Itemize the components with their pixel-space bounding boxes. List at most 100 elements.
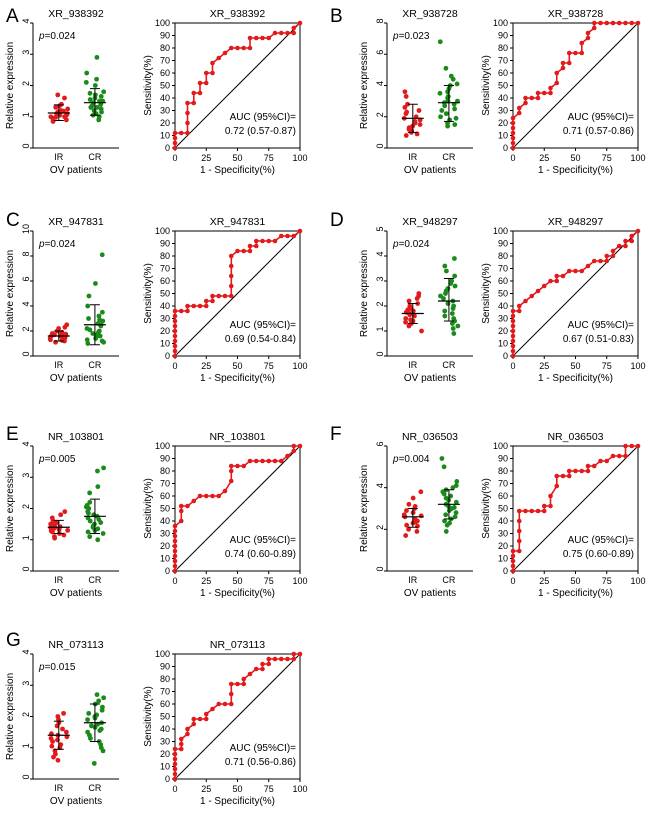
y-tick-label: 60 [498, 276, 508, 286]
roc-point [247, 45, 253, 51]
auc-label: AUC (95%CI)= [568, 320, 635, 331]
y-tick-label: 3 [21, 473, 31, 478]
roc-point [635, 20, 641, 26]
data-point [418, 489, 424, 495]
roc-point [285, 453, 290, 459]
roc-point [548, 85, 553, 91]
x-axis-label: OV patients [50, 373, 102, 384]
data-point [58, 101, 64, 107]
data-point [452, 283, 458, 289]
roc-point [604, 20, 610, 26]
roc-point [591, 258, 597, 264]
roc-point [566, 50, 572, 56]
data-point [87, 327, 93, 333]
roc-point [616, 243, 622, 249]
data-point [418, 513, 424, 519]
y-tick-label: 40 [160, 93, 170, 103]
y-tick-label: 40 [160, 724, 170, 734]
roc-point [172, 533, 178, 539]
data-point [445, 123, 451, 129]
roc-title: XR_948297 [548, 216, 604, 228]
data-point [52, 535, 58, 541]
data-point [405, 101, 410, 107]
data-point [95, 526, 101, 532]
roc-point [548, 503, 553, 509]
roc-point [172, 776, 178, 782]
roc-point [516, 548, 522, 554]
data-point [65, 106, 71, 112]
y-tick-label: 0 [375, 351, 385, 356]
data-point [437, 39, 443, 45]
y-tick-label: 70 [498, 56, 508, 66]
roc-point [197, 493, 203, 499]
roc-point [591, 25, 597, 31]
roc-point [523, 100, 528, 106]
roc-point [253, 35, 259, 41]
data-point [51, 754, 56, 760]
p-value: p=0.005 [38, 454, 76, 465]
data-point [402, 104, 408, 110]
roc-point [285, 30, 290, 36]
roc-point [510, 348, 516, 354]
roc-point [203, 303, 209, 309]
category-label: CR [88, 575, 101, 585]
y-tick-label: 90 [160, 239, 170, 249]
roc-point [191, 498, 197, 504]
data-point [96, 698, 102, 704]
y-tick-label: 90 [498, 239, 508, 249]
data-point [438, 114, 443, 120]
roc-point [222, 701, 228, 707]
data-point [437, 90, 443, 96]
roc-point [216, 701, 222, 707]
y-tick-label: 2 [375, 301, 385, 306]
x-tick-label: 25 [201, 361, 211, 371]
roc-point [510, 568, 516, 574]
roc-point [216, 493, 222, 499]
x-axis-label: 1 - Specificity(%) [200, 588, 275, 599]
x-tick-label: 100 [630, 361, 645, 371]
y-tick-label: 70 [160, 687, 170, 697]
data-point [86, 710, 92, 716]
data-point [442, 263, 448, 269]
data-point [442, 313, 448, 319]
roc-point [560, 60, 566, 66]
y-tick-label: 0 [21, 566, 31, 571]
reference-diagonal [512, 445, 639, 572]
roc-point [510, 328, 516, 334]
roc-point [172, 313, 178, 319]
roc-point [510, 353, 516, 359]
data-point [101, 89, 107, 95]
y-axis-label: Sensitivity(%) [481, 263, 492, 324]
data-point [92, 83, 98, 88]
roc-point [510, 115, 516, 121]
x-tick-label: 100 [292, 576, 307, 586]
y-tick-label: 40 [498, 93, 508, 103]
x-tick-label: 75 [264, 153, 274, 163]
data-point [452, 273, 458, 279]
roc-point [560, 473, 566, 479]
roc-point [510, 338, 516, 344]
roc-point [573, 468, 578, 474]
data-point [439, 108, 445, 113]
data-point [63, 331, 69, 337]
reference-diagonal [512, 22, 639, 149]
roc-point [516, 308, 522, 314]
data-point [87, 97, 93, 102]
reference-diagonal [512, 230, 639, 357]
p-value: p=0.024 [392, 239, 430, 250]
roc-point [573, 50, 578, 56]
roc-point [297, 228, 303, 234]
y-tick-label: 3 [21, 50, 31, 55]
roc-point [247, 671, 253, 677]
x-axis-label: OV patients [50, 165, 102, 176]
roc-point [253, 458, 259, 464]
data-point [59, 337, 65, 343]
x-tick-label: 25 [539, 153, 549, 163]
data-point [64, 322, 70, 328]
roc-point [297, 443, 303, 449]
auc-label: AUC (95%CI)= [568, 535, 635, 546]
y-tick-label: 80 [160, 674, 170, 684]
x-axis-label: 1 - Specificity(%) [538, 373, 613, 384]
p-value-number: =0.005 [45, 454, 76, 465]
